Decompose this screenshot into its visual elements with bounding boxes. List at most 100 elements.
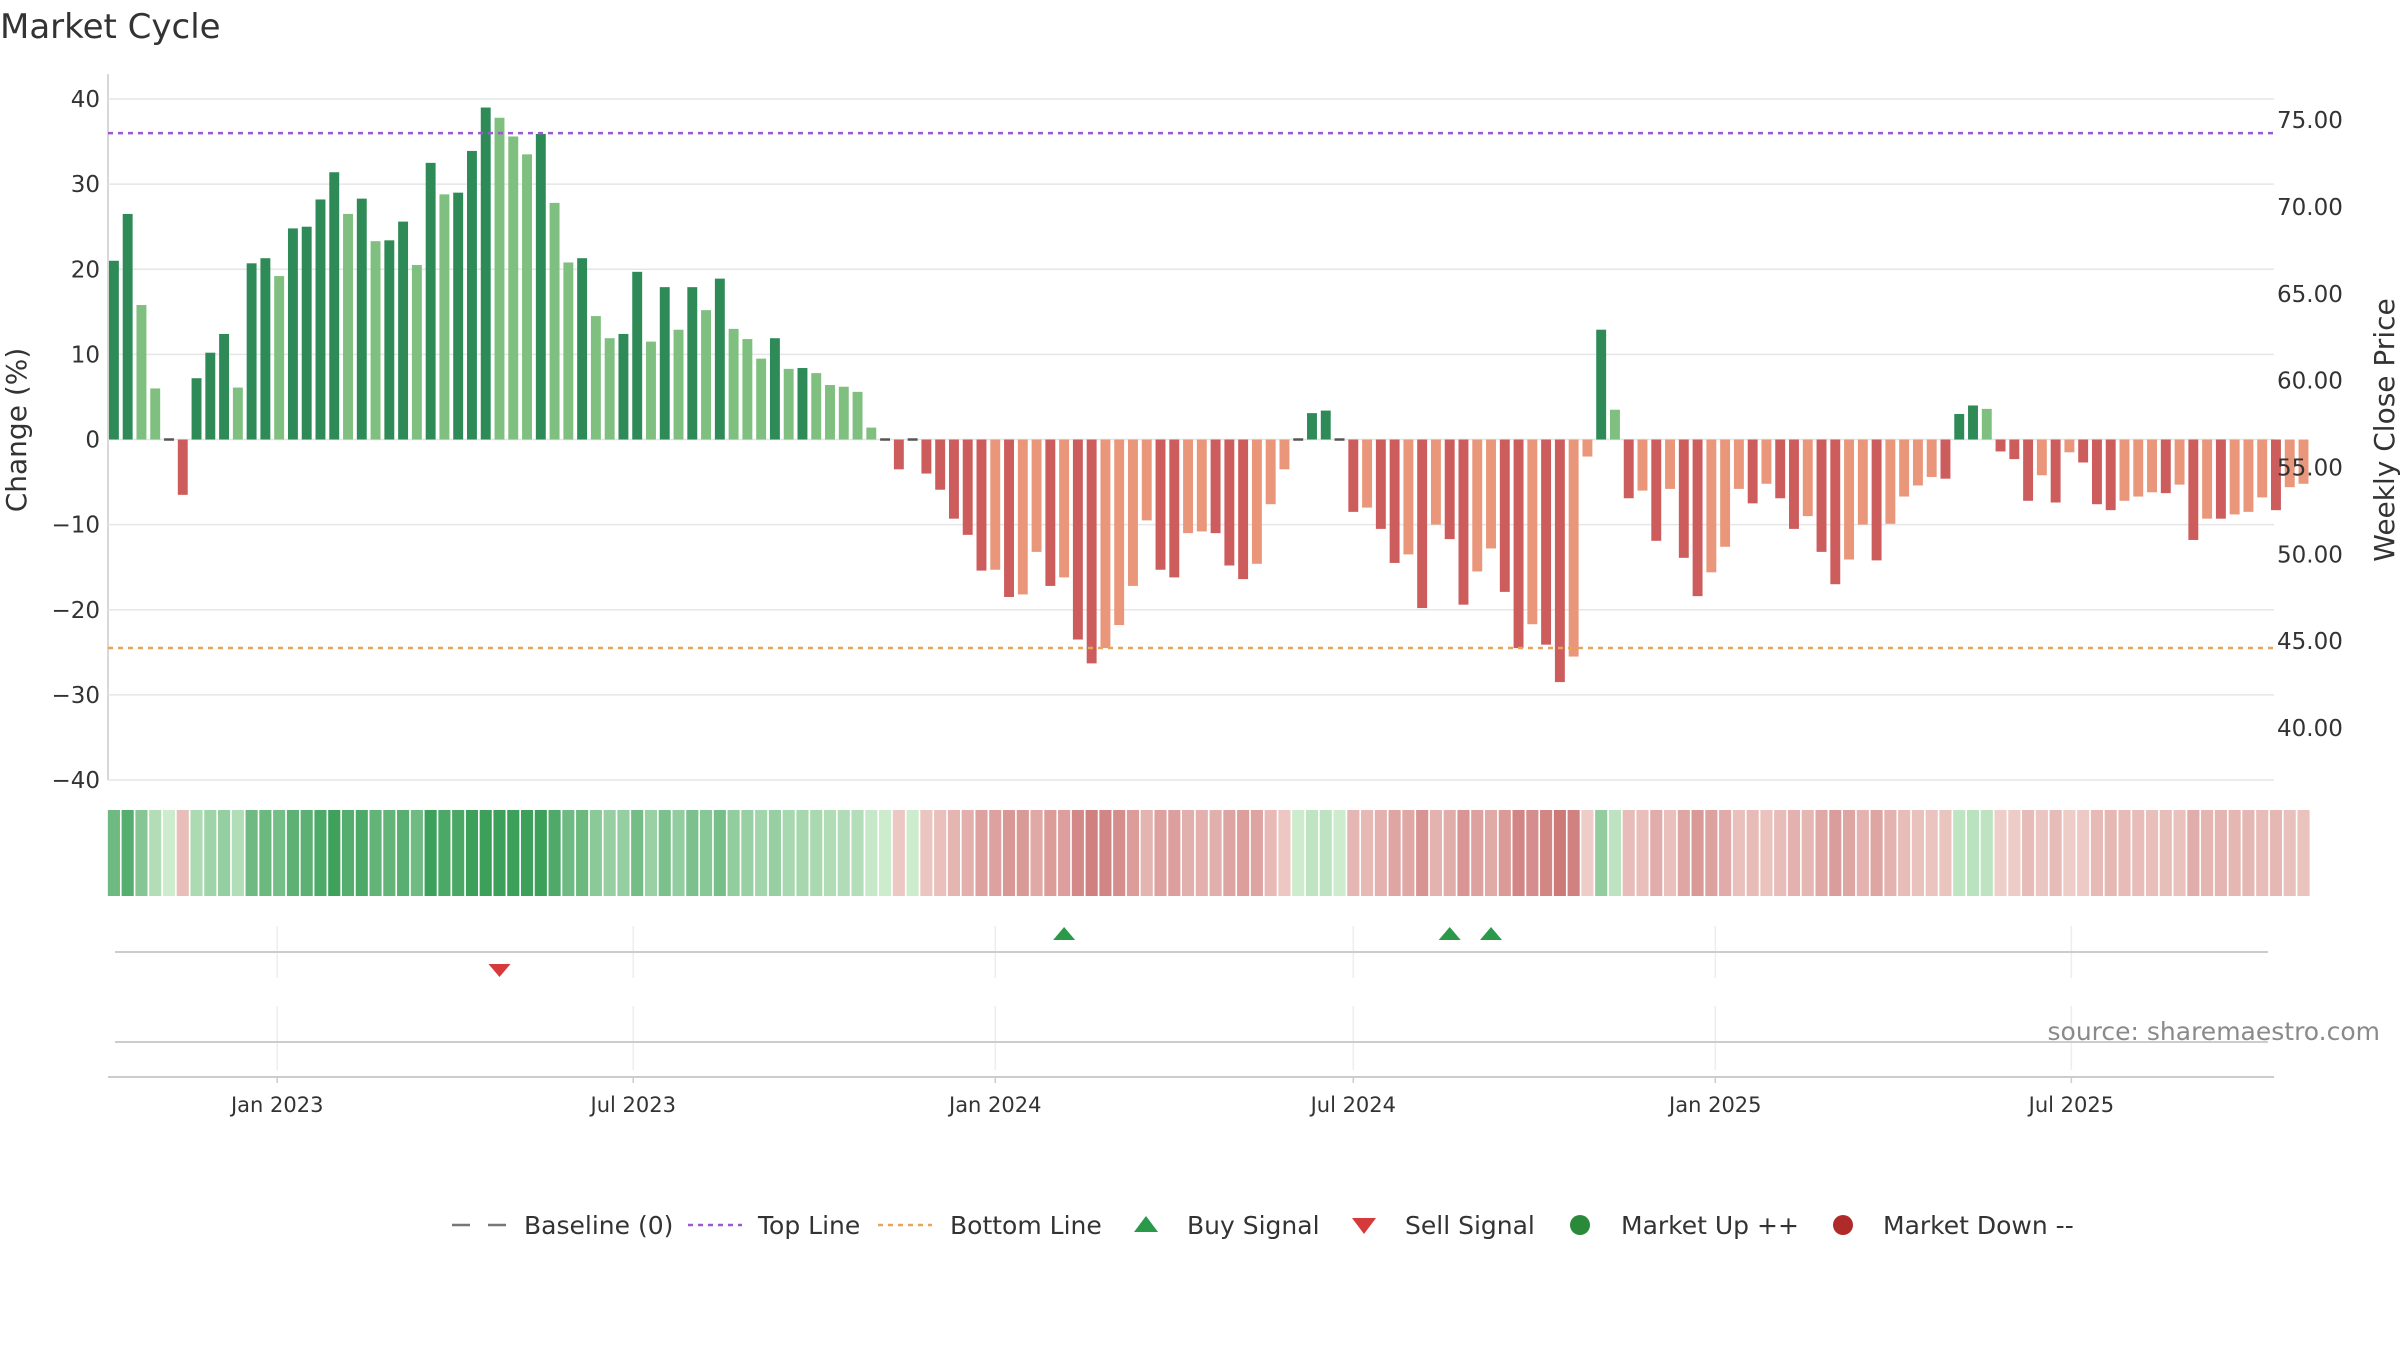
- bar: [219, 333, 230, 440]
- bar: [2078, 439, 2089, 463]
- bar: [480, 107, 491, 440]
- heat-cell: [837, 810, 850, 896]
- y2-axis-label: Weekly Close Price: [2368, 298, 2400, 561]
- bar: [1720, 439, 1731, 547]
- bar: [646, 341, 656, 440]
- y2-tick-label: 45.00: [2277, 629, 2343, 655]
- heat-cell: [727, 810, 740, 896]
- bar: [274, 276, 285, 440]
- heat-cell: [1002, 810, 1016, 896]
- bar: [2147, 439, 2157, 493]
- legend-label: Market Up ++: [1621, 1211, 1799, 1240]
- heat-cell: [1223, 810, 1236, 896]
- bar: [1045, 439, 1056, 586]
- y-tick-label: −10: [51, 513, 100, 539]
- heat-cell: [438, 810, 451, 896]
- x-tick-label: Jul 2024: [1309, 1093, 1396, 1117]
- heat-cell: [1113, 810, 1126, 896]
- heat-cell: [1512, 810, 1525, 896]
- bar: [632, 271, 643, 440]
- bar: [2271, 439, 2281, 511]
- bar: [1623, 439, 1634, 499]
- bar: [466, 150, 477, 440]
- buy-signal-legend-marker: [1134, 1216, 1158, 1232]
- bar: [2023, 439, 2034, 501]
- heat-cell: [1884, 810, 1897, 896]
- bar: [1458, 439, 1469, 605]
- heat-cell: [286, 810, 299, 896]
- bar: [494, 117, 505, 440]
- bar: [1444, 439, 1455, 540]
- heat-cell: [782, 810, 795, 896]
- bar: [384, 240, 395, 440]
- bar: [2119, 439, 2130, 501]
- heat-cell: [879, 810, 892, 896]
- heat-cell: [1925, 810, 1938, 896]
- heat-cell: [1691, 810, 1704, 896]
- bar: [356, 198, 367, 440]
- bar: [1596, 329, 1607, 440]
- bar: [2009, 439, 2020, 460]
- bar: [1169, 439, 1180, 578]
- bar: [825, 385, 835, 440]
- bar: [935, 439, 946, 490]
- y2-tick-label: 55.00: [2277, 455, 2343, 481]
- bar: [1251, 439, 1262, 564]
- bar: [1678, 439, 1689, 558]
- y-tick-label: −30: [51, 683, 100, 709]
- heat-cell: [947, 810, 960, 896]
- bar: [2229, 439, 2240, 515]
- y-tick-label: 10: [71, 342, 100, 368]
- bar: [797, 368, 808, 440]
- bar: [701, 310, 712, 440]
- heat-cell: [452, 810, 465, 896]
- heat-cell: [2145, 810, 2159, 896]
- heat-cell: [2297, 810, 2310, 896]
- heat-cell: [2187, 810, 2200, 896]
- heat-cell: [1429, 810, 1442, 896]
- heat-cell: [1650, 810, 1663, 896]
- bar: [2215, 439, 2226, 519]
- bar: [398, 221, 409, 440]
- heat-cell: [1567, 810, 1580, 896]
- heat-cell: [617, 810, 630, 896]
- sell-signal-legend-marker: [1352, 1218, 1376, 1234]
- heat-cell: [741, 810, 754, 896]
- heat-cell: [1526, 810, 1539, 896]
- heat-cell: [1484, 810, 1498, 896]
- x-tick-label: Jan 2025: [1667, 1093, 1762, 1117]
- legend-label: Buy Signal: [1187, 1211, 1320, 1240]
- heat-cell: [1237, 810, 1250, 896]
- bar: [590, 316, 601, 440]
- y-tick-label: 0: [85, 428, 100, 454]
- heat-cell: [576, 810, 589, 896]
- heat-cell: [1250, 810, 1263, 896]
- bar: [1857, 439, 1868, 525]
- heat-cell: [603, 810, 616, 896]
- bar: [1747, 439, 1758, 504]
- bar: [866, 427, 877, 440]
- heat-cell: [2049, 810, 2062, 896]
- heat-cell: [768, 810, 781, 896]
- heat-cell: [1636, 810, 1649, 896]
- y2-axis-ticks: 75.00 70.00 65.00 60.00 55.00 50.00 45.00 40.00: [2277, 108, 2343, 742]
- heat-cell: [1774, 810, 1787, 896]
- heat-cell: [906, 810, 919, 896]
- bar: [1210, 439, 1221, 534]
- heat-cell: [190, 810, 203, 896]
- heat-cell: [1443, 810, 1456, 896]
- bar: [370, 241, 381, 440]
- bar: [522, 154, 532, 440]
- bar: [783, 368, 794, 440]
- heat-cell: [1126, 810, 1140, 896]
- bar: [659, 287, 670, 440]
- bar: [150, 388, 161, 440]
- heat-cell: [1801, 810, 1814, 896]
- y-axis-ticks: 40 30 20 10 0 −10 −20 −30 −40: [51, 87, 100, 794]
- bar: [2174, 439, 2185, 485]
- x-tick-label: Jul 2023: [589, 1093, 676, 1117]
- bar: [687, 287, 698, 440]
- bar: [1816, 439, 1827, 552]
- heat-cell: [1829, 810, 1842, 896]
- legend-label: Bottom Line: [950, 1211, 1102, 1240]
